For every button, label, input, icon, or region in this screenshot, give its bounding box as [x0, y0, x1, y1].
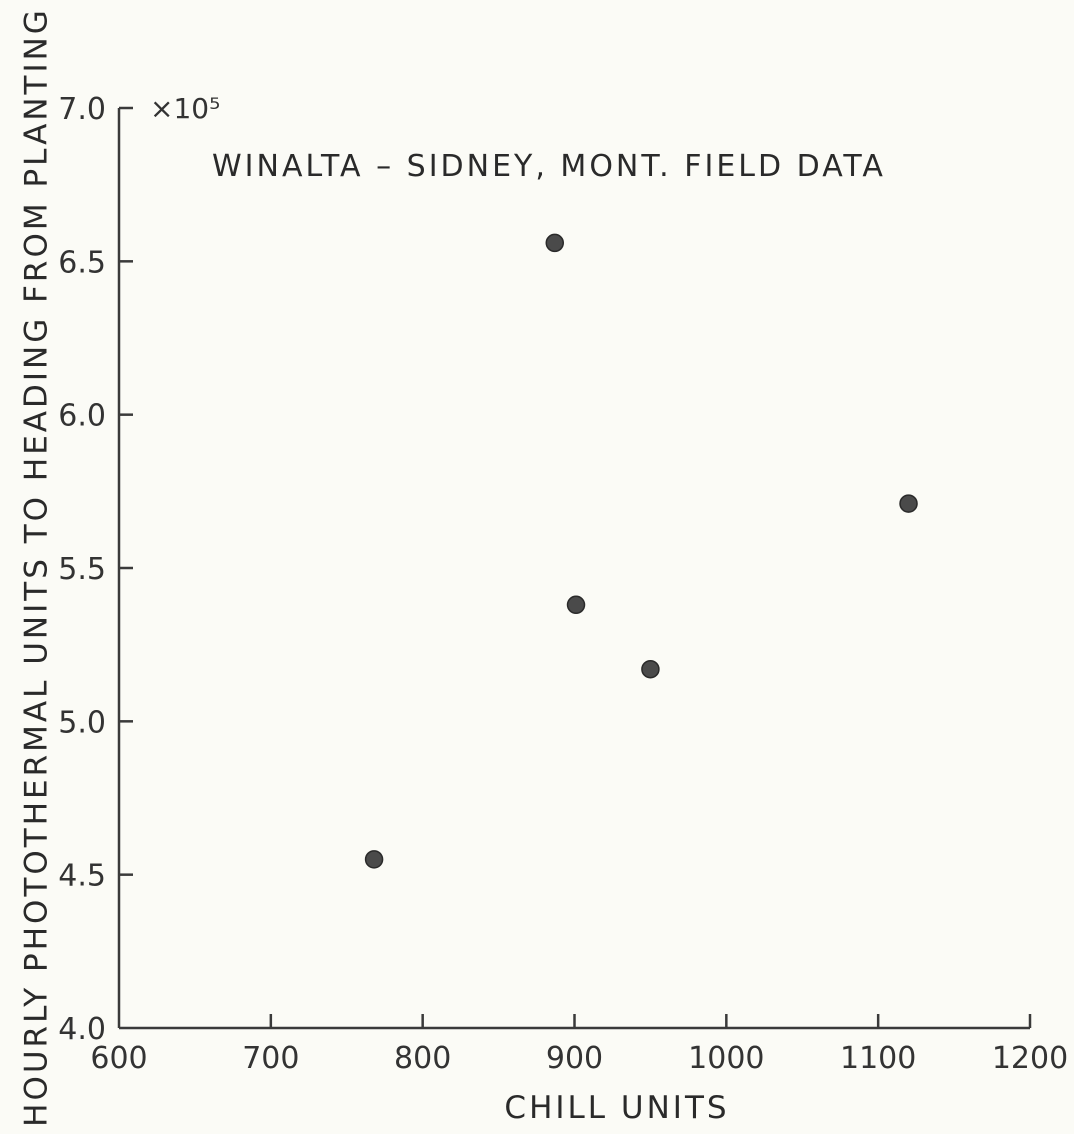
- y-tick-label: 4.5: [58, 859, 106, 894]
- x-tick-label: 1000: [688, 1041, 764, 1076]
- x-tick-label: 800: [394, 1041, 451, 1076]
- x-tick-label: 900: [546, 1041, 603, 1076]
- x-tick-label: 600: [90, 1041, 147, 1076]
- y-tick-label: 6.5: [58, 245, 106, 280]
- y-tick-label: 4.0: [58, 1012, 106, 1047]
- y-tick-label: 5.0: [58, 705, 106, 740]
- data-point: [545, 233, 565, 253]
- data-point: [899, 494, 918, 513]
- chart-title: WINALTA – SIDNEY, MONT. FIELD DATA: [212, 149, 886, 184]
- data-point: [641, 659, 660, 679]
- data-point: [364, 850, 384, 869]
- axis-ticks: 600 700 800 900 1000 1100 1200 4.0 4.5 5.0 5.5 6.0 6…: [58, 92, 1068, 1076]
- x-tick-label: 1100: [840, 1041, 916, 1076]
- y-tick-label: 5.5: [58, 552, 106, 587]
- x-axis-label: CHILL UNITS: [504, 1090, 729, 1126]
- y-tick-label: 6.0: [58, 399, 106, 434]
- data-points: [364, 233, 918, 869]
- x-tick-label: 1200: [992, 1041, 1068, 1076]
- y-axis-label: HOURLY PHOTOTHERMAL UNITS TO HEADING FRO…: [19, 7, 55, 1127]
- x-tick-label: 700: [242, 1041, 299, 1076]
- data-point: [566, 595, 586, 615]
- y-tick-label: 7.0: [58, 92, 106, 127]
- y-axis-multiplier: ×10⁵: [150, 92, 220, 125]
